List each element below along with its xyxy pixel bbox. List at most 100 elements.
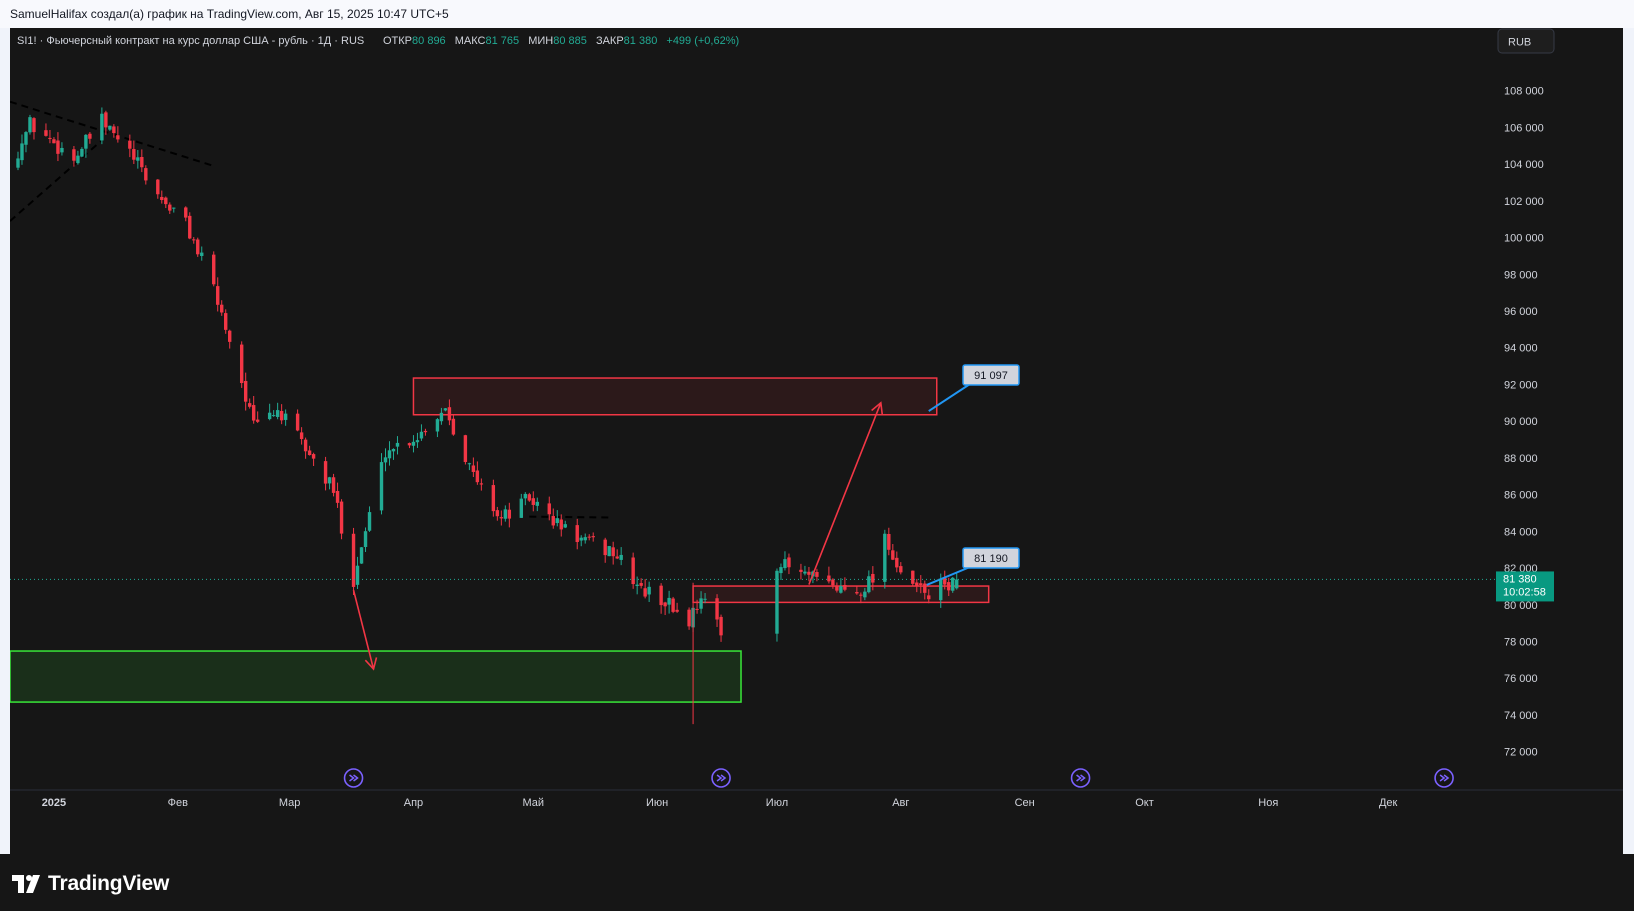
candle	[184, 206, 188, 222]
candle	[303, 437, 308, 459]
candle	[775, 568, 779, 642]
session-break-icon[interactable]	[1070, 768, 1091, 788]
candle	[128, 134, 132, 158]
candle-body	[899, 566, 903, 573]
bar-countdown: 10:02:58	[1503, 586, 1546, 598]
price-tick-label: 104 000	[1504, 159, 1544, 171]
candle-body	[499, 517, 504, 519]
change-value: +499 (+0,62%)	[666, 35, 739, 47]
candle	[663, 601, 667, 616]
trendline[interactable]	[9, 139, 103, 222]
arrow-head	[871, 401, 884, 415]
price-axis[interactable]: 108 000 106 000 104 000 102 000 100 000 98 00…	[1504, 86, 1544, 759]
session-break-circle	[1070, 768, 1091, 788]
candle-body	[323, 461, 328, 484]
candle-body	[519, 498, 524, 518]
resistance-zone[interactable]	[412, 377, 938, 416]
session-break-icon[interactable]	[1434, 768, 1454, 788]
candle-body	[216, 286, 220, 305]
tv-logo-icon	[12, 875, 40, 893]
candle-body	[531, 498, 535, 505]
candle	[547, 496, 551, 521]
price-tick-label: 98 000	[1504, 269, 1538, 281]
candle	[659, 583, 663, 614]
candle-body	[251, 405, 256, 421]
candle	[196, 237, 200, 257]
tradingview-logo[interactable]: TradingView	[12, 872, 169, 896]
candle	[687, 607, 691, 630]
close-label: ЗАКР	[596, 35, 624, 47]
candle-body	[667, 597, 671, 605]
candle	[643, 579, 647, 599]
candle-body	[267, 412, 272, 420]
candle	[531, 491, 535, 512]
currency-button[interactable]: RUB	[1497, 28, 1555, 54]
candle	[807, 566, 811, 582]
candle	[80, 147, 84, 158]
candle	[144, 165, 148, 185]
callout-upper[interactable]: 91 097	[928, 364, 1020, 412]
candle-body	[815, 572, 819, 577]
candle	[116, 126, 120, 143]
candle-body	[643, 588, 647, 597]
candle-body	[247, 403, 252, 407]
candle-body	[88, 133, 92, 139]
candle	[16, 151, 20, 171]
candle	[955, 573, 959, 590]
price-tick-label: 84 000	[1504, 526, 1538, 538]
price-tick-label: 102 000	[1504, 196, 1544, 208]
candle	[495, 506, 500, 521]
price-tick-label: 100 000	[1504, 233, 1544, 245]
candle	[136, 150, 140, 169]
trendline[interactable]	[9, 100, 215, 167]
currency-button-label: RUB	[1508, 37, 1531, 49]
projection-arrow[interactable]	[808, 401, 884, 585]
candle-body	[947, 582, 951, 591]
candle	[607, 545, 611, 557]
time-tick-label: Ноя	[1258, 797, 1278, 809]
candle	[591, 532, 595, 542]
candle	[447, 399, 452, 426]
legend-symbol[interactable]: SI1! · Фьючерсный контракт на курс долла…	[17, 35, 364, 47]
current-price-label: 81 380 10:02:58	[1496, 571, 1554, 602]
candle-body	[80, 148, 84, 157]
candle	[827, 566, 831, 584]
candle-body	[479, 483, 484, 485]
candle	[140, 149, 144, 173]
candle	[407, 442, 412, 449]
candle	[499, 510, 504, 526]
candle-body	[835, 586, 839, 591]
price-chart[interactable]: 108 000 106 000 104 000 102 000 100 000 98 00…	[9, 28, 1623, 854]
session-break-icon[interactable]	[711, 768, 731, 788]
candle	[783, 551, 787, 571]
candle	[619, 547, 623, 566]
candle-body	[831, 579, 835, 586]
candle-body	[192, 239, 196, 241]
candle-body	[675, 609, 679, 612]
projection-arrow[interactable]	[352, 589, 378, 671]
candle-body	[331, 477, 336, 493]
price-tick-label: 74 000	[1504, 710, 1538, 722]
candle	[951, 577, 955, 593]
candle	[491, 479, 496, 517]
candle-body	[383, 457, 388, 463]
candle-body	[359, 547, 364, 564]
candle	[311, 452, 316, 466]
candle-body	[463, 435, 468, 462]
candle-body	[647, 586, 651, 595]
time-tick-label: Окт	[1135, 797, 1154, 809]
trendline[interactable]	[529, 515, 614, 519]
callout-lower[interactable]: 81 190	[926, 547, 1020, 586]
candle	[859, 592, 863, 604]
session-break-icon[interactable]	[343, 768, 364, 788]
price-tick-label: 80 000	[1504, 600, 1538, 612]
candle-body	[28, 117, 32, 133]
candle-body	[351, 533, 356, 587]
candle-body	[307, 450, 312, 456]
candle-body	[887, 533, 891, 550]
candle-body	[855, 591, 859, 594]
candle	[335, 482, 340, 508]
candle	[611, 541, 615, 565]
candle-body	[535, 501, 539, 506]
time-axis[interactable]: 2025 Фев Мар Апр Май Июн Июл Авг Сен Окт Ноя Дек	[10, 768, 1623, 809]
